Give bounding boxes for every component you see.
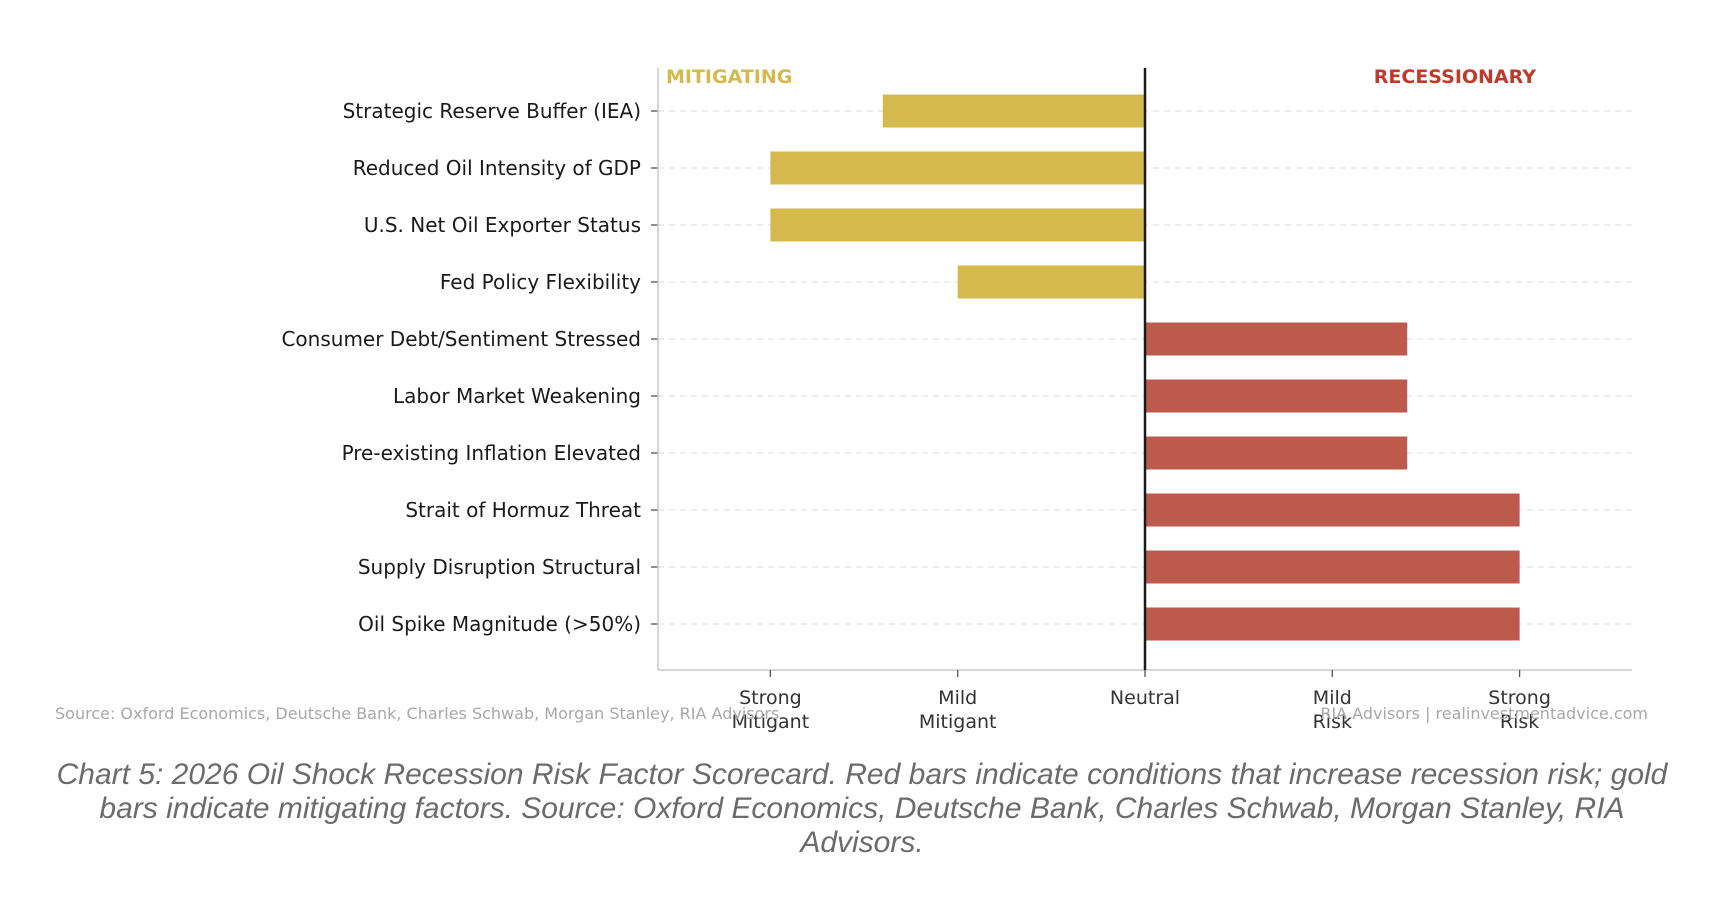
y-tick-label: Supply Disruption Structural: [358, 555, 641, 579]
bar: [1145, 550, 1520, 584]
x-tick-label-line: Mitigant: [919, 711, 997, 733]
x-tick-label-line: Neutral: [1110, 687, 1180, 709]
chart-caption: Chart 5: 2026 Oil Shock Recession Risk F…: [0, 758, 1724, 860]
x-tick-label-line: Strong: [739, 687, 802, 709]
bar: [770, 151, 1145, 185]
x-tick-label-line: Mild: [1313, 687, 1352, 709]
recessionary-annotation: RECESSIONARY: [1374, 66, 1536, 88]
source-footnote: Source: Oxford Economics, Deutsche Bank,…: [55, 704, 779, 723]
y-tick-label: Reduced Oil Intensity of GDP: [353, 156, 641, 180]
y-tick-label: Pre-existing Inflation Elevated: [342, 441, 641, 465]
bar: [1145, 493, 1520, 527]
bar: [1145, 436, 1408, 470]
mitigating-annotation: MITIGATING: [666, 66, 792, 88]
x-tick-label-line: Mild: [938, 687, 977, 709]
bar: [1145, 322, 1408, 356]
x-tick-label: Mild Mitigant: [919, 687, 997, 733]
bar: [1145, 379, 1408, 413]
x-tick-label: Strong Mitigant: [732, 687, 810, 733]
bar: [770, 208, 1145, 242]
labels: Strategic Reserve Buffer (IEA) Reduced Oi…: [281, 99, 1550, 733]
x-tick-label: Neutral: [1110, 687, 1180, 709]
x-tick-label: Mild Risk: [1313, 687, 1352, 733]
bar: [1145, 607, 1520, 641]
bars: [770, 94, 1520, 641]
x-tick-label-line: Strong: [1488, 687, 1551, 709]
y-tick-label: Oil Spike Magnitude (>50%): [358, 612, 641, 636]
x-tick-label: Strong Risk: [1488, 687, 1551, 733]
y-tick-label: Labor Market Weakening: [393, 384, 641, 408]
bar: [882, 94, 1145, 128]
x-tick-label-line: Risk: [1500, 711, 1539, 733]
y-tick-label: Strait of Hormuz Threat: [405, 498, 641, 522]
x-tick-label-line: Mitigant: [732, 711, 810, 733]
axes: [651, 68, 1632, 677]
y-tick-label: Strategic Reserve Buffer (IEA): [343, 99, 641, 123]
y-tick-label: U.S. Net Oil Exporter Status: [364, 213, 641, 237]
caption-text: Chart 5: 2026 Oil Shock Recession Risk F…: [56, 758, 1668, 859]
bar: [957, 265, 1145, 299]
x-tick-label-line: Risk: [1313, 711, 1352, 733]
y-tick-label: Fed Policy Flexibility: [440, 270, 641, 294]
y-tick-label: Consumer Debt/Sentiment Stressed: [281, 327, 641, 351]
brand-footnote: RIA Advisors | realinvestmentadvice.com: [1320, 704, 1648, 723]
